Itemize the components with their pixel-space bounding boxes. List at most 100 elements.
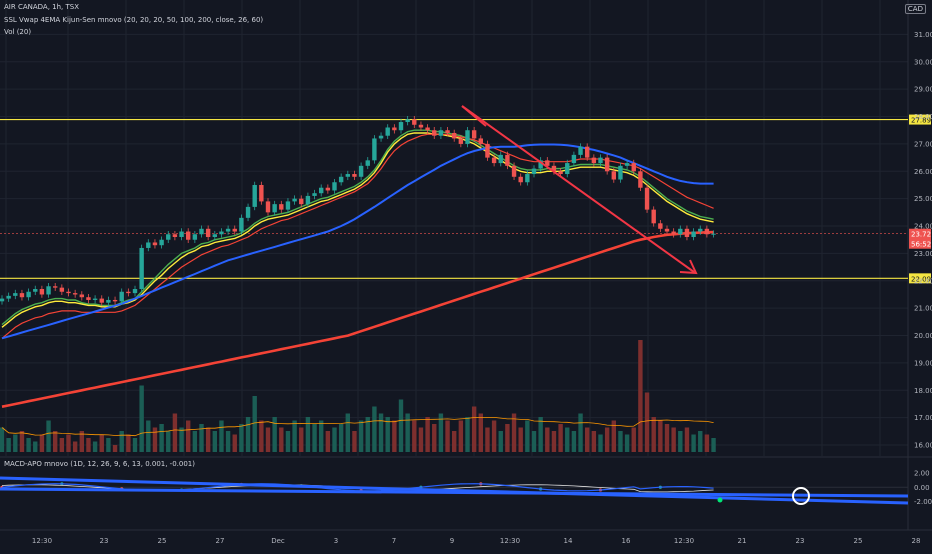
volume-bar [644, 392, 650, 452]
volume-bar [664, 424, 670, 452]
candle-body [624, 163, 630, 166]
candle-body [219, 231, 224, 235]
volume-bar [611, 420, 616, 452]
macd-trendline-upper [0, 476, 909, 505]
candle-body [372, 138, 377, 161]
candle-body [126, 291, 131, 294]
candle-body [511, 165, 517, 177]
volume-bar [598, 434, 603, 452]
candle-body [412, 119, 417, 125]
volume-bar [59, 438, 65, 452]
time-tick-label: 21 [738, 537, 747, 545]
indicator-legend[interactable]: SSL Vwap 4EMA Kijun-Sen mnovo (20, 20, 2… [4, 16, 264, 24]
candle-body [691, 231, 696, 237]
macd-tick-label: 2.00 [914, 470, 930, 478]
volume-bar [338, 424, 344, 452]
candle-body [638, 171, 643, 188]
candle-body [159, 239, 164, 246]
candle-body [684, 228, 690, 237]
candle-body [498, 154, 503, 164]
candle-body [305, 195, 311, 205]
volume-bar [212, 431, 217, 452]
candle-body [505, 154, 510, 166]
volume-bar [179, 427, 184, 452]
time-axis[interactable]: 12:30 23 25 27 Dec 3 7 9 12:30 14 16 12:30 21 23 25 28 [32, 537, 921, 545]
candle-body [299, 198, 304, 205]
candle-body [279, 204, 284, 210]
horizontal-levels[interactable]: 27.89 22.09 23.72 56:52 [0, 114, 931, 284]
volume-bar [432, 424, 437, 452]
volume-bar [332, 427, 337, 452]
down-trend-arrow [461, 105, 695, 273]
volume-bar [392, 420, 397, 452]
candle-body [33, 289, 38, 292]
candle-body [166, 234, 171, 240]
arrow-head [679, 259, 698, 275]
volume-bar [565, 427, 570, 452]
time-tick-label: 27 [216, 537, 225, 545]
volume-bar [259, 420, 264, 452]
macd-legend[interactable]: MACD-APO mnovo (1D, 12, 26, 9, 6, 13, 0.… [4, 460, 195, 468]
currency-badge[interactable]: CAD [904, 4, 926, 14]
candle-body [558, 171, 563, 175]
candle-body [245, 206, 251, 218]
candle-body [86, 297, 91, 300]
ma-line [1, 230, 714, 408]
volume-bar [684, 427, 690, 452]
trend-arrows[interactable] [461, 105, 698, 275]
candle-body [704, 228, 710, 235]
candle-body [312, 193, 317, 196]
volume-bar [345, 413, 350, 452]
candle-body [106, 299, 111, 303]
volume-legend[interactable]: Vol (20) [4, 28, 32, 36]
candle-body [658, 223, 663, 229]
volume-bar [292, 420, 297, 452]
volume-bar [531, 431, 537, 452]
candle-body [458, 138, 464, 144]
volume-bar [6, 438, 11, 452]
candle-body [112, 299, 118, 302]
volume-bar [498, 431, 503, 452]
volume-bar [591, 431, 597, 452]
candle-body [6, 295, 11, 299]
volume-bar [66, 434, 71, 452]
candle-body [545, 160, 550, 166]
macd-tick-label: 0.00 [914, 484, 930, 492]
volume-bar [172, 413, 178, 452]
candle-body [578, 146, 583, 155]
macd-highlight-circle [792, 487, 810, 505]
price-tick-label: 19.00 [914, 359, 932, 367]
volume-bar [651, 417, 656, 452]
volume-bar [372, 406, 377, 452]
candle-body [611, 171, 616, 180]
volume-bar [192, 431, 198, 452]
time-tick-label: 16 [622, 537, 631, 545]
time-tick-label: 3 [334, 537, 338, 545]
volume-bar [39, 434, 45, 452]
volume-bar [398, 399, 404, 452]
volume-bar [378, 413, 384, 452]
candle-body [358, 165, 364, 177]
price-tick-label: 28.00 [914, 113, 932, 121]
symbol-legend[interactable]: AIR CANADA, 1h, TSX [4, 3, 80, 11]
candle-body [319, 187, 324, 194]
candle-body [199, 228, 204, 235]
volume-bar [691, 434, 696, 452]
volume-bars [0, 340, 716, 452]
time-tick-label: Dec [271, 537, 285, 545]
candle-body [46, 286, 51, 295]
volume-bar [205, 427, 211, 452]
countdown-label: 56:52 [911, 241, 931, 249]
volume-bar [86, 438, 91, 452]
volume-bar [458, 420, 464, 452]
candle-body [392, 127, 397, 131]
price-axis[interactable]: 31.00 30.00 29.00 28.00 27.00 26.00 25.00 24.00… [914, 31, 932, 506]
volume-bar [285, 431, 291, 452]
volume-bar [152, 427, 158, 452]
candles [0, 116, 716, 306]
time-tick-label: 28 [912, 537, 921, 545]
candle-body [26, 291, 31, 298]
macd-last-dot [717, 497, 723, 503]
